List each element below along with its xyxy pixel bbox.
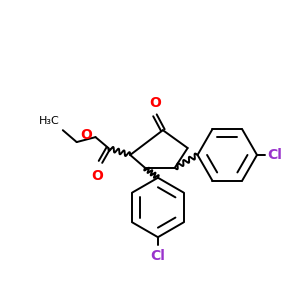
Text: H₃C: H₃C	[39, 116, 60, 126]
Text: Cl: Cl	[151, 249, 165, 263]
Text: O: O	[81, 128, 92, 142]
Text: O: O	[92, 169, 104, 183]
Text: O: O	[149, 96, 161, 110]
Text: Cl: Cl	[267, 148, 282, 162]
